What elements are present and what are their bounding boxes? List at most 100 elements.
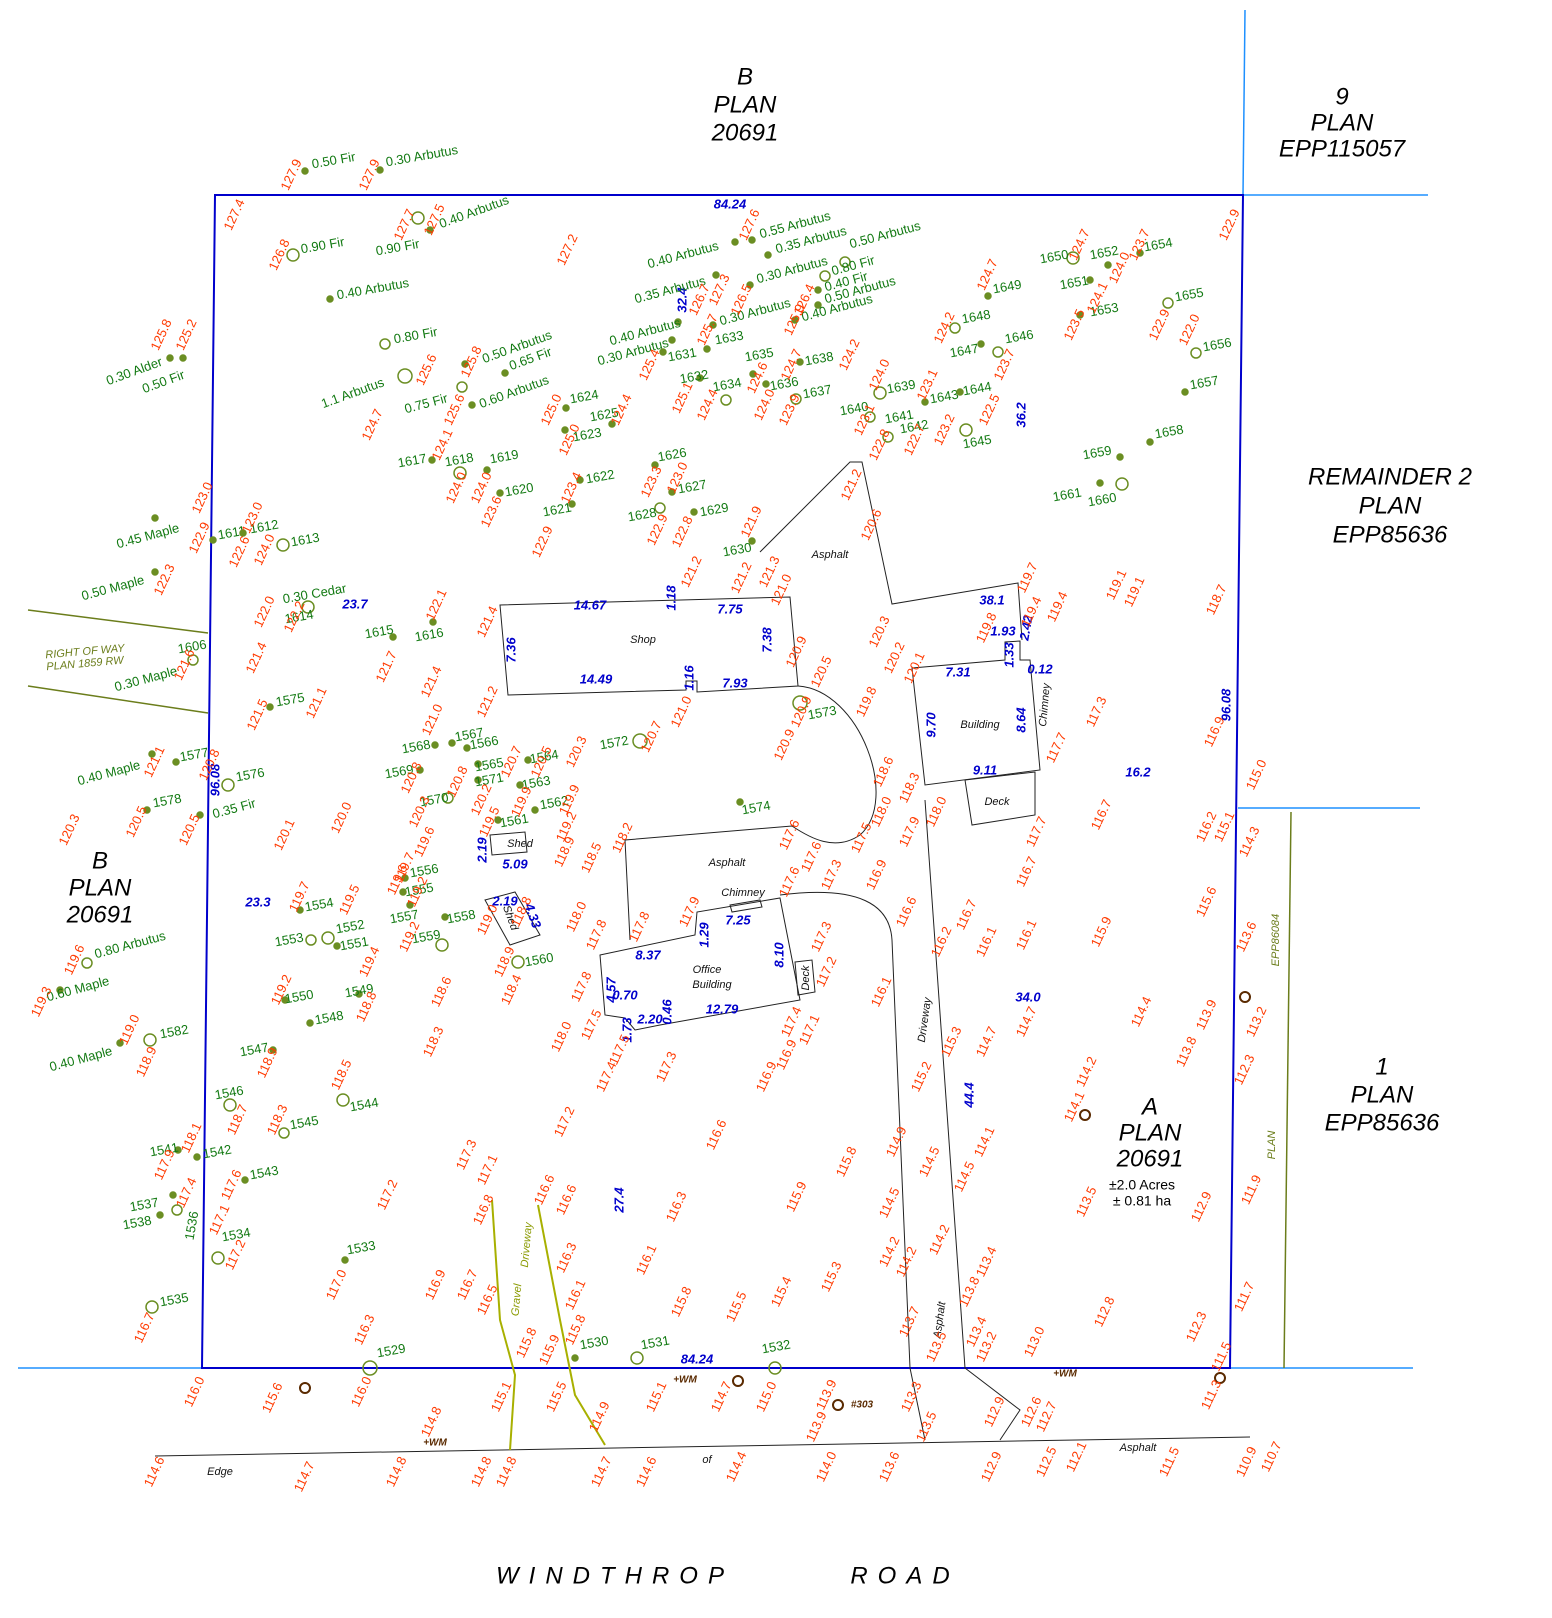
feature-label: of [702, 1454, 712, 1466]
elevation: 127.9 [277, 157, 304, 193]
elevation: 117.3 [1083, 694, 1110, 729]
elevation: 115.5 [543, 1379, 570, 1414]
parcel-label: EPP86084 [1270, 914, 1282, 967]
tree-marker [1182, 389, 1188, 395]
elevation: 120.0 [327, 800, 354, 836]
elevation: 112.8 [1091, 1294, 1118, 1329]
elevation: 122.0 [1175, 312, 1202, 348]
elevation: 110.9 [1233, 1444, 1260, 1479]
tree-label: 1560 [524, 950, 555, 970]
tree-marker [146, 1301, 158, 1313]
elevation: 116.9 [422, 1267, 449, 1302]
tree-label: 1546 [214, 1083, 245, 1103]
dimension: 0.46 [659, 999, 674, 1025]
right-of-way [28, 610, 208, 633]
utility-label: +WM [1053, 1369, 1077, 1380]
tree-label: 1629 [699, 500, 730, 520]
utility-label: +WM [673, 1375, 697, 1386]
elevation: 112.3 [1183, 1309, 1210, 1344]
elevation: 124.4 [693, 387, 720, 423]
elevation: 117.5 [578, 1007, 605, 1042]
feature-label: Driveway [519, 1220, 535, 1268]
tree-marker [978, 341, 984, 347]
elevation: 118.5 [578, 840, 605, 875]
dimension: 7.38 [759, 627, 774, 653]
elevation: 115.9 [1088, 914, 1115, 949]
elevation: 116.2 [928, 924, 955, 959]
elevation: 120.8 [443, 764, 470, 800]
tree-marker [398, 369, 412, 383]
elevation: 114.8 [383, 1454, 410, 1489]
tree-marker [277, 539, 289, 551]
tree-label: 1543 [249, 1163, 280, 1183]
elevation: 113.5 [913, 1409, 940, 1444]
elevation: 124.0 [442, 470, 469, 506]
elevation: 114.6 [141, 1454, 168, 1489]
tree-label: 1529 [376, 1341, 407, 1361]
utility-icon [833, 1400, 843, 1410]
tree-label: 0.40 Arbutus [437, 192, 511, 231]
elevation: 122.5 [975, 392, 1002, 428]
tree-label: 1648 [961, 307, 992, 327]
elevation: 116.6 [553, 1182, 580, 1217]
elevation: 122.9 [528, 524, 555, 560]
elevation: 121.2 [473, 684, 500, 720]
elevation: 112.9 [981, 1394, 1008, 1429]
tree-label: 1.1 Arbutus [319, 374, 386, 411]
tree-marker [669, 337, 675, 343]
tree-label: 1630 [722, 540, 753, 560]
dimension: 7.36 [503, 637, 518, 663]
elevation: 114.6 [633, 1454, 660, 1489]
elevation: 117.7 [1043, 730, 1070, 765]
elevation: 111.9 [1238, 1173, 1265, 1207]
tree-label: 0.30 Maple [113, 663, 179, 694]
tree-label: 0.40 Maple [48, 1043, 114, 1074]
tree-label: 1649 [992, 277, 1023, 297]
tree-label: 1618 [444, 450, 475, 470]
dimension: 23.3 [244, 894, 271, 909]
elevation: 117.4 [593, 1059, 620, 1094]
elevation: 121.0 [418, 702, 445, 738]
utility-icon [1240, 992, 1250, 1002]
elevation: 119.5 [336, 882, 363, 917]
elevation: 117.1 [474, 1152, 501, 1187]
parcel-label: 1 [1375, 1053, 1388, 1080]
tree-marker [457, 382, 467, 392]
tree-marker [721, 395, 731, 405]
elevation: 116.7 [1013, 854, 1040, 889]
elevation: 116.3 [351, 1312, 378, 1347]
dimension: 1.18 [663, 585, 678, 611]
tree-label: 1532 [761, 1337, 792, 1357]
elevation: 115.8 [668, 1284, 695, 1319]
tree-label: 0.80 Fir [393, 324, 440, 347]
tree-label: 1582 [159, 1022, 190, 1042]
parcel-label: 9 [1335, 83, 1348, 110]
tree-label: 1658 [1154, 422, 1185, 442]
elevation: 114.1 [971, 1124, 998, 1159]
elevation: 122.8 [668, 514, 695, 550]
tree-label: 1542 [202, 1142, 233, 1162]
elevation: 111.7 [1231, 1280, 1258, 1314]
tree-label: 0.40 Arbutus [646, 238, 721, 272]
tree-label: 1530 [579, 1333, 610, 1353]
elevation: 117.2 [551, 1104, 578, 1139]
utility-label: +WM [423, 1438, 447, 1449]
elevation: 115.8 [833, 1144, 860, 1179]
tree-label: 1575 [275, 690, 306, 710]
elevation: 114.8 [418, 1404, 445, 1439]
dimension: 5.09 [502, 856, 528, 871]
elevation: 114.5 [916, 1144, 943, 1179]
tree-label: 1533 [346, 1238, 377, 1258]
parcel-label: PLAN [1311, 109, 1374, 136]
tree-label: 0.50 Maple [80, 572, 146, 603]
tree-label: 1558 [446, 907, 477, 927]
tree-marker [732, 239, 738, 245]
elevation: 120.3 [865, 614, 892, 650]
elevation: 111.3 [1198, 1378, 1225, 1412]
tree-label: 1646 [1004, 327, 1035, 347]
elevation: 117.5 [848, 820, 875, 855]
elevation: 120.5 [807, 654, 834, 690]
elevation: 119.0 [474, 902, 501, 937]
elevation: 121.2 [837, 467, 864, 503]
elevation: 118.0 [923, 794, 950, 829]
